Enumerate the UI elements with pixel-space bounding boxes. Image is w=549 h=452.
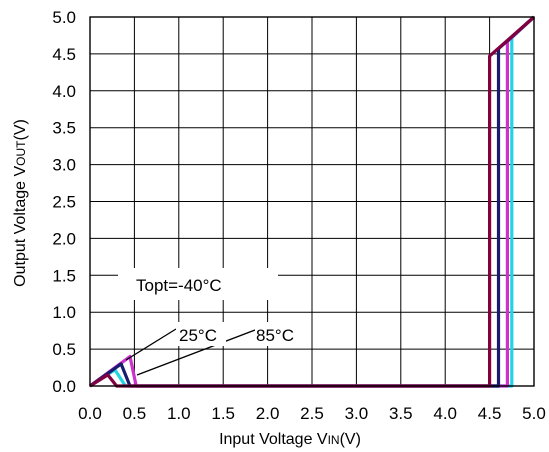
label-25c: 25°C	[179, 326, 217, 345]
x-tick-label: 4.5	[478, 404, 502, 423]
label-85c: 85°C	[256, 326, 294, 345]
x-axis-title: Input Voltage VIN(V)	[219, 431, 361, 448]
y-axis-title: Output Voltage VOUT(V)	[12, 119, 29, 287]
label-85c-box	[255, 322, 305, 346]
leader-line-85c	[136, 329, 256, 376]
y-tick-label: 3.0	[52, 156, 76, 175]
plot-frame	[89, 16, 535, 387]
label-25c-box	[176, 322, 226, 346]
y-tick-label: 3.5	[52, 119, 76, 138]
y-tick-label: 5.0	[52, 8, 76, 27]
x-tick-label: 1.5	[211, 404, 235, 423]
x-tick-label: 3.5	[389, 404, 413, 423]
x-tick-label: 4.0	[433, 404, 457, 423]
x-tick-labels: 0.0 0.5 1.0 1.5 2.0 2.5 3.0 3.5 4.0 4.5 5.0	[78, 404, 546, 423]
y-tick-label: 0.0	[52, 377, 76, 396]
x-tick-label: 3.0	[345, 404, 369, 423]
y-tick-label: 1.5	[52, 266, 76, 285]
x-tick-label: 2.0	[256, 404, 280, 423]
y-tick-label: 1.0	[52, 303, 76, 322]
x-tick-label: 0.0	[78, 404, 102, 423]
y-tick-label: 4.0	[52, 82, 76, 101]
topt-label-box	[118, 268, 278, 300]
y-tick-label: 0.5	[52, 340, 76, 359]
leader-line-25c	[125, 328, 177, 361]
topt-label: Topt=-40°C	[136, 276, 222, 295]
x-tick-label: 0.5	[123, 404, 147, 423]
grid	[89, 16, 535, 387]
x-tick-label: 2.5	[300, 404, 324, 423]
x-tick-label: 5.0	[522, 404, 546, 423]
y-tick-label: 4.5	[52, 45, 76, 64]
y-tick-label: 2.0	[52, 229, 76, 248]
y-tick-label: 2.5	[52, 193, 76, 212]
x-tick-label: 1.0	[167, 404, 191, 423]
y-tick-labels: 0.0 0.5 1.0 1.5 2.0 2.5 3.0 3.5 4.0 4.5 5.0	[52, 8, 76, 396]
